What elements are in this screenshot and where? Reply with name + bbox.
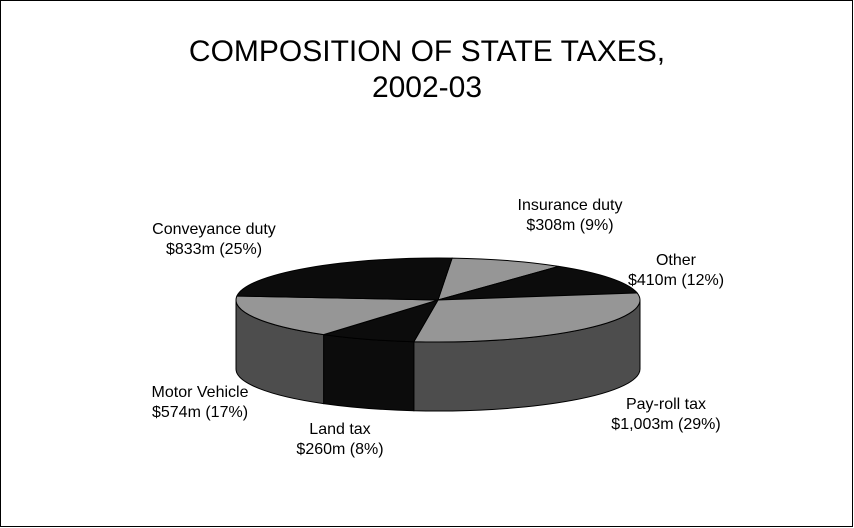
pie-slice bbox=[323, 299, 440, 343]
slice-label: Insurance duty $308m (9%) bbox=[518, 197, 623, 234]
slice-labels: Insurance duty $308m (9%)Other $410m (12%)… bbox=[152, 197, 724, 458]
slice-label: Other $410m (12%) bbox=[628, 252, 724, 289]
pie-sides bbox=[235, 299, 641, 412]
chart-title-line-1: COMPOSITION OF STATE TAXES, bbox=[188, 35, 666, 68]
slice-label: Motor Vehicle $574m (17%) bbox=[152, 384, 249, 421]
pie-slice bbox=[236, 257, 453, 301]
chart-title: COMPOSITION OF STATE TAXES, 2002-03 bbox=[0, 34, 854, 106]
slice-label: Land tax $260m (8%) bbox=[296, 421, 383, 458]
pie-slice bbox=[437, 265, 639, 301]
pie-slices bbox=[235, 257, 641, 343]
pie-slice bbox=[235, 295, 439, 336]
slice-label: Pay-roll tax $1,003m (29%) bbox=[611, 396, 720, 433]
slice-side bbox=[323, 334, 415, 412]
pie-slice bbox=[437, 257, 559, 301]
chart-title-line-2: 2002-03 bbox=[371, 71, 483, 104]
pie-slice bbox=[412, 292, 641, 343]
slice-label: Conveyance duty $833m (25%) bbox=[152, 221, 276, 258]
